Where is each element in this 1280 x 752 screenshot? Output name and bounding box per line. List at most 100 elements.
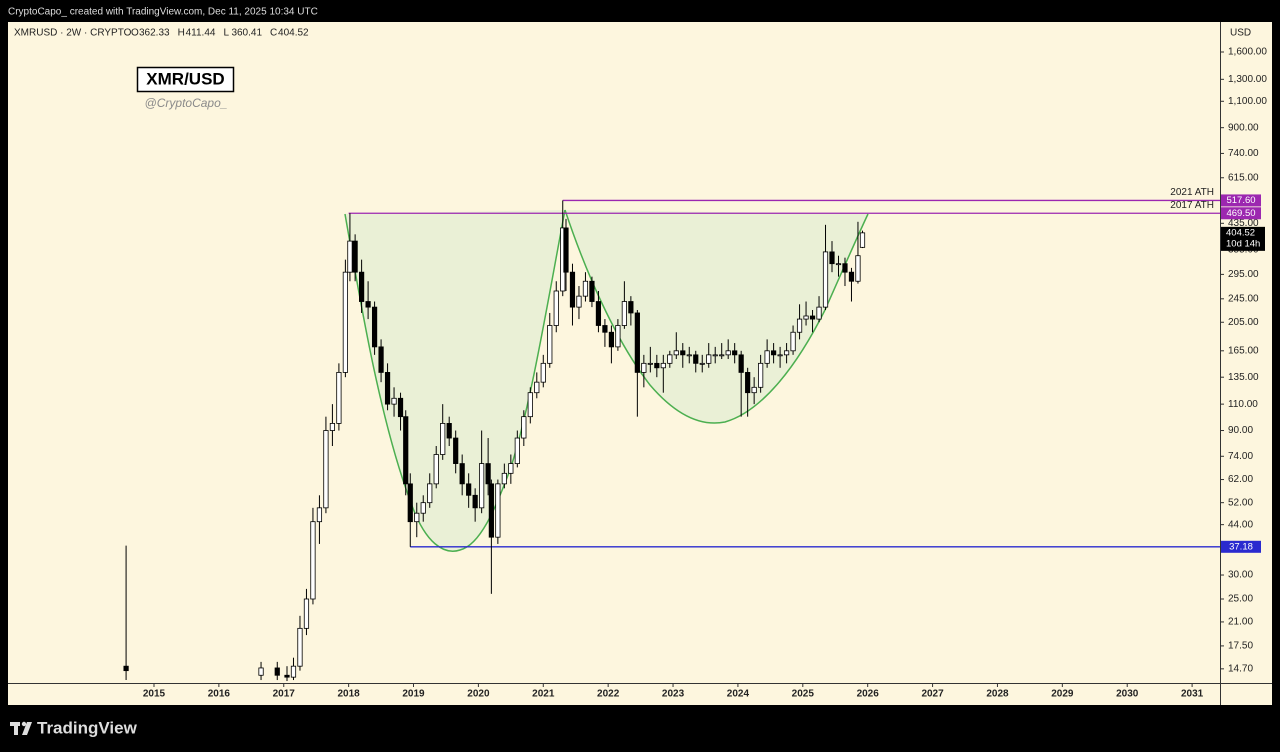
y-tick-label: 295.00 [1228, 269, 1259, 280]
x-tick-label: 2024 [727, 689, 750, 700]
logo-shape [21, 721, 27, 727]
candle-body [258, 667, 264, 676]
candle-body [284, 674, 290, 678]
candle-body [329, 423, 336, 431]
price-tag-label: 404.52 [1226, 227, 1255, 238]
title-box [136, 66, 235, 93]
candle-body [764, 350, 770, 364]
candle-body [466, 483, 472, 496]
candle-body [738, 354, 744, 373]
cup-fill [565, 210, 868, 424]
candle-body [712, 354, 718, 357]
candle-body [514, 437, 520, 464]
candle-body [347, 240, 353, 273]
candle-body [453, 437, 459, 464]
candle-body [608, 331, 615, 348]
price-tag [1221, 226, 1265, 251]
candle-body [391, 397, 397, 405]
x-tick-label: 2017 [273, 689, 296, 700]
candle-body [576, 295, 582, 308]
footer-brand: TradingView [37, 718, 138, 737]
candle-body [777, 354, 783, 357]
candle-body [758, 362, 764, 388]
candle-body [589, 280, 595, 302]
candle-body [534, 381, 540, 394]
candle-body [342, 271, 348, 373]
y-tick-label: 14.70 [1228, 663, 1253, 674]
y-tick-label: 1,300.00 [1228, 74, 1267, 85]
candle-body [384, 372, 391, 405]
y-tick-label: 62.00 [1228, 474, 1253, 485]
y-tick-label: 1,600.00 [1228, 47, 1267, 58]
candle-body [615, 325, 621, 348]
symbol: XMRUSD · 2W · CRYPTO [14, 28, 132, 39]
candle-body [835, 263, 842, 266]
levels: 2021 ATH 2017 ATH [348, 187, 1220, 548]
candle-body [569, 271, 576, 308]
candle-body [485, 463, 491, 485]
x-tick-label: 2028 [986, 689, 1009, 700]
logo-shape [14, 722, 18, 735]
candle-body [472, 494, 478, 509]
candle-body [479, 463, 485, 509]
price-tag-countdown: 10d 14h [1226, 238, 1260, 249]
candle-body [809, 315, 816, 320]
candle-body [371, 306, 378, 348]
candle-body [407, 483, 413, 523]
candle-body [822, 251, 829, 308]
candle-body [446, 423, 452, 439]
candle-body [667, 354, 673, 364]
x-tick-label: 2029 [1051, 689, 1074, 700]
candle-body [290, 665, 297, 678]
candle-body [783, 350, 790, 356]
x-tick-label: 2025 [792, 689, 815, 700]
x-tick-label: 2022 [597, 689, 620, 700]
candle-body [540, 362, 546, 383]
candle-body [693, 354, 699, 364]
candle-body [359, 271, 365, 302]
x-tick-label: 2020 [467, 689, 490, 700]
candle-body [378, 346, 384, 373]
candle-body [719, 354, 725, 357]
candle-body [699, 362, 705, 365]
candle-body [297, 627, 303, 667]
candle-body [745, 372, 751, 394]
candle-body [521, 416, 527, 439]
candle-body [848, 271, 855, 282]
x-tick-label: 2027 [921, 689, 944, 700]
y-tick-label: 740.00 [1228, 148, 1259, 159]
ohlc-label: L [223, 28, 229, 39]
candle-body [628, 301, 634, 314]
candle-body [563, 227, 569, 273]
candle-body [303, 598, 310, 629]
candle-body [796, 318, 803, 333]
cup-curve [564, 209, 869, 424]
candle-body [790, 331, 796, 352]
candle-body [595, 301, 602, 326]
candle-body [553, 290, 559, 326]
y-tick-label: 165.00 [1228, 345, 1259, 356]
ohlc-value: 360.41 [231, 28, 262, 39]
candle-body [660, 362, 666, 369]
candle-body [855, 255, 861, 282]
y-tick-label: 74.00 [1228, 451, 1253, 462]
candle-body [365, 301, 371, 308]
level-tag [1221, 194, 1261, 207]
x-tick-label: 2015 [143, 689, 166, 700]
y-tick-label: 30.00 [1228, 570, 1253, 581]
level-tag-label: 37.18 [1229, 541, 1253, 552]
candle-body [420, 502, 426, 514]
level-tag-label: 469.50 [1226, 208, 1255, 219]
y-axis-label: USD [1230, 28, 1251, 39]
y-tick-label: 17.50 [1228, 641, 1253, 652]
candle-body [488, 483, 494, 538]
x-tick-label: 2016 [208, 689, 231, 700]
candle-body [706, 354, 712, 364]
ohlc-label: H [178, 28, 185, 39]
y-tick-label: 135.00 [1228, 372, 1259, 383]
candle-body [641, 362, 647, 373]
candle-body [732, 350, 738, 356]
